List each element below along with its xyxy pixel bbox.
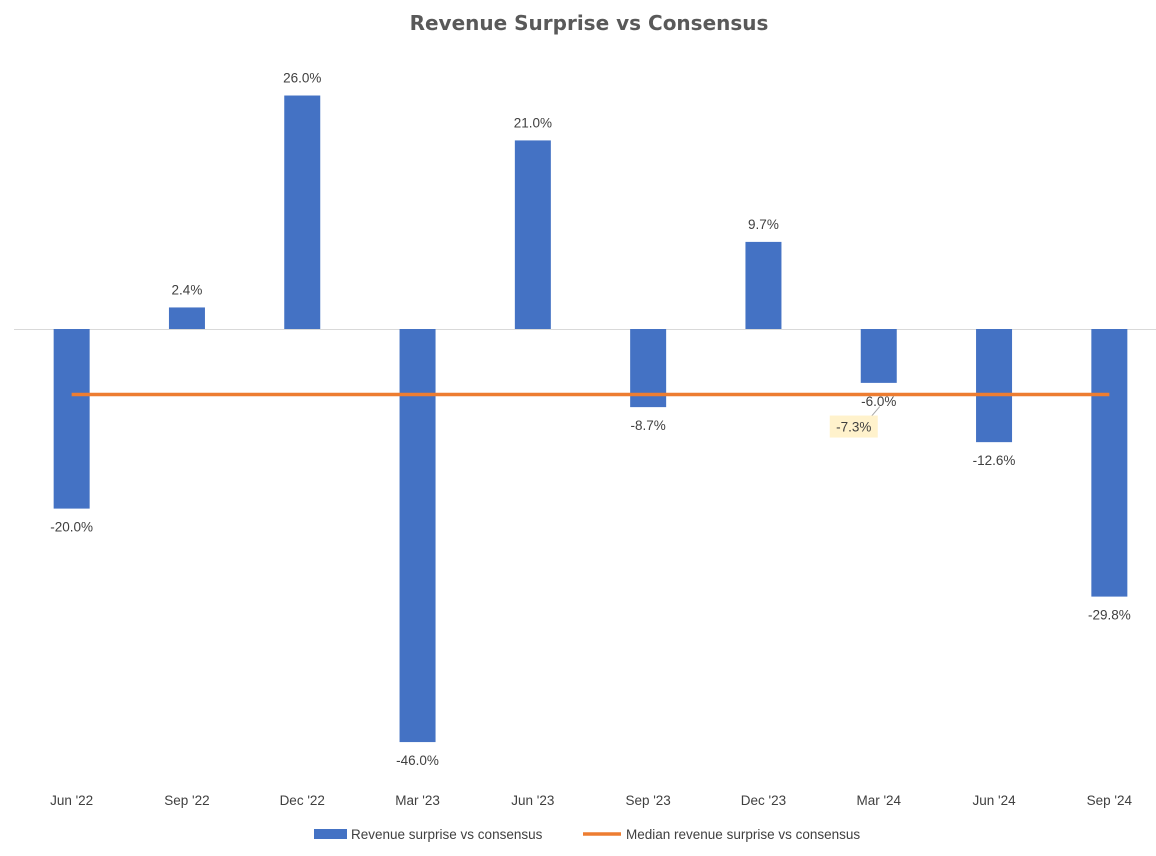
bar-label-5: -8.7% (631, 418, 666, 433)
legend: Revenue surprise vs consensus Median rev… (314, 827, 860, 842)
bar-label-1: 2.4% (172, 282, 203, 297)
bar-label-3: -46.0% (396, 753, 439, 768)
legend-label-line: Median revenue surprise vs consensus (626, 827, 860, 842)
median-layer: -7.3% (71, 392, 1110, 438)
x-tick-label-0: Jun '22 (50, 793, 93, 808)
bar-label-7: -6.0% (861, 394, 896, 409)
x-tick-label-4: Jun '23 (511, 793, 554, 808)
bars-layer (53, 95, 1128, 743)
x-tick-label-6: Dec '23 (741, 793, 786, 808)
legend-label-bar: Revenue surprise vs consensus (351, 827, 543, 842)
x-tick-label-9: Sep '24 (1087, 793, 1133, 808)
bar-label-4: 21.0% (514, 115, 552, 130)
legend-swatch-bar (314, 829, 347, 839)
bar-label-0: -20.0% (50, 520, 93, 535)
bar-9 (1091, 329, 1128, 597)
bar-label-6: 9.7% (748, 217, 779, 232)
x-tick-label-3: Mar '23 (395, 793, 440, 808)
chart-title: Revenue Surprise vs Consensus (410, 11, 769, 35)
bar-7 (860, 329, 897, 383)
x-tick-label-7: Mar '24 (856, 793, 901, 808)
bar-label-8: -12.6% (973, 453, 1016, 468)
bar-8 (976, 329, 1013, 443)
bar-2 (284, 95, 321, 330)
bar-label-2: 26.0% (283, 71, 321, 86)
bar-3 (399, 329, 436, 743)
bar-1 (168, 307, 205, 329)
bar-6 (745, 241, 782, 329)
x-tick-label-5: Sep '23 (625, 793, 670, 808)
median-callout-label: -7.3% (836, 420, 871, 435)
median-callout-box (829, 415, 878, 438)
x-tick-label-1: Sep '22 (164, 793, 209, 808)
tick-labels-layer: Jun '22 Sep '22 Dec '22 Mar '23 Jun '23 Sep '… (50, 793, 1132, 808)
bar-4 (514, 140, 551, 329)
bar-label-9: -29.8% (1088, 608, 1131, 623)
bar-labels-layer: -20.0% 2.4% 26.0% -46.0% 21.0% -8.7% 9.7% -6.0%… (50, 71, 1130, 769)
x-tick-label-2: Dec '22 (280, 793, 325, 808)
bar-0 (53, 329, 90, 509)
x-tick-label-8: Jun '24 (972, 793, 1016, 808)
